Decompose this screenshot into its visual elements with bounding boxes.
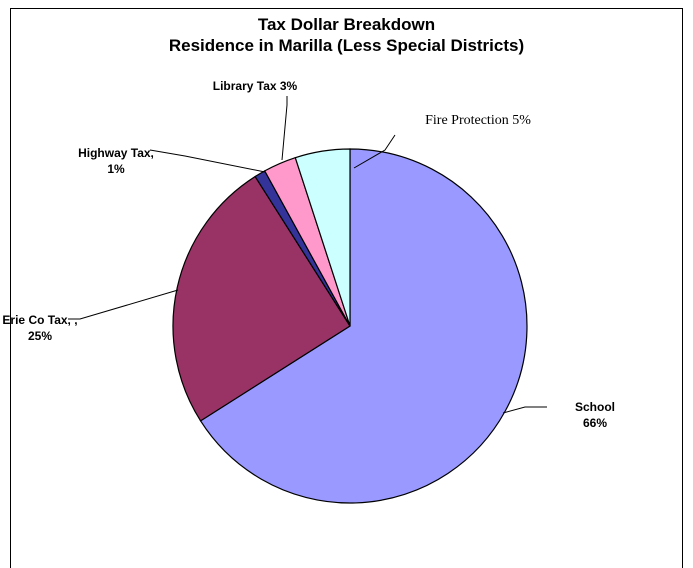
pie-slice-school <box>199 148 528 504</box>
data-label: Fire Protection 5% <box>425 113 531 128</box>
data-label: Highway Tax, 1% <box>78 146 154 176</box>
leader-line <box>502 406 547 414</box>
pie-slice-erie-co-tax <box>172 175 351 422</box>
chart-subtitle: Residence in Marilla (Less Special Distr… <box>168 36 525 55</box>
leader-line <box>281 96 288 161</box>
data-label: Erie Co Tax, , 25% <box>2 313 77 343</box>
leader-line <box>68 289 179 320</box>
data-label: School 66% <box>575 400 615 430</box>
leader-line <box>149 149 266 173</box>
chart-title: Tax Dollar Breakdown <box>257 15 436 34</box>
data-label: Library Tax 3% <box>213 79 298 93</box>
pie-slice-fire-protection <box>294 148 351 327</box>
leader-line <box>353 134 396 169</box>
